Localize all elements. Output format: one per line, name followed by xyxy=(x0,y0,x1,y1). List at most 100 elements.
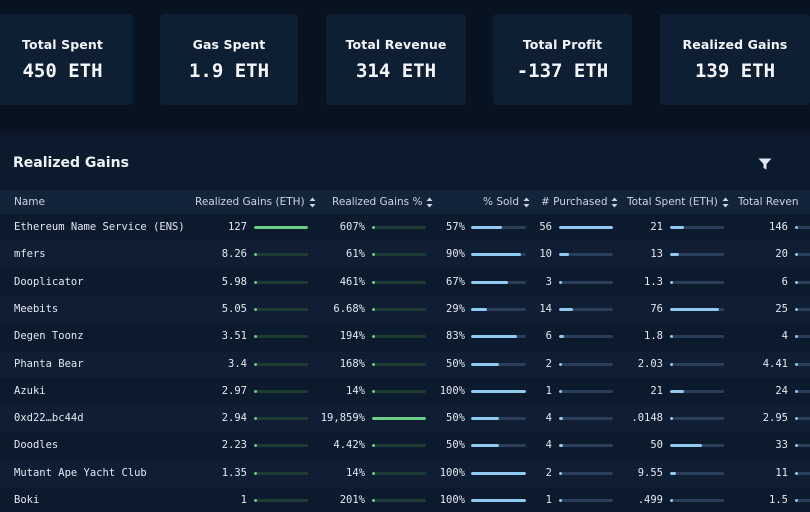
cell-total-revenue: 20 xyxy=(775,248,788,261)
cell-realized-pct: 61% xyxy=(346,248,365,261)
cell-realized-pct: 14% xyxy=(346,384,365,397)
stat-value: -137 ETH xyxy=(516,60,609,82)
cell-name: Dooplicator xyxy=(14,275,84,288)
cell-sold: 83% xyxy=(446,330,465,343)
cell-realized-pct: 168% xyxy=(339,357,365,370)
sold-bar xyxy=(471,417,526,421)
stat-label: Total Profit xyxy=(522,37,603,52)
cell-total-spent: .499 xyxy=(637,494,663,506)
cell-total-spent: .0148 xyxy=(631,412,663,425)
table-row[interactable]: Ethereum Name Service (ENS) 127 607% 57% 56 2… xyxy=(0,214,810,241)
table-row[interactable]: Mutant Ape Yacht Club 1.35 14% 100% 2 9.55 11 xyxy=(0,459,810,487)
realized-pct-bar xyxy=(372,253,426,257)
cell-total-spent: 9.55 xyxy=(637,466,663,479)
table-row[interactable]: Phanta Bear 3.4 168% 50% 2 2.03 4.41 xyxy=(0,350,810,378)
panel-title: Realized Gains xyxy=(13,155,129,171)
stat-value: 450 ETH xyxy=(22,60,103,82)
revenue-bar xyxy=(795,499,810,502)
purchased-bar xyxy=(559,335,613,339)
spent-bar xyxy=(670,471,724,475)
stat-label: Total Spent xyxy=(22,37,103,52)
revenue-bar xyxy=(795,417,810,421)
cell-sold: 100% xyxy=(439,384,465,397)
spent-bar xyxy=(670,499,724,502)
cell-realized-gains: 2.94 xyxy=(221,412,247,425)
cell-name: Ethereum Name Service (ENS) xyxy=(14,221,185,233)
cell-total-revenue: 4 xyxy=(781,330,788,343)
header-realized-gains[interactable]: Realized Gains (ETH) xyxy=(195,196,316,208)
sold-bar xyxy=(471,226,526,229)
sold-bar xyxy=(471,499,526,502)
sold-bar xyxy=(471,307,526,311)
cell-realized-gains: 1.35 xyxy=(221,466,247,479)
stat-label: Gas Spent xyxy=(192,37,266,52)
cell-realized-gains: 3.51 xyxy=(221,330,247,343)
realized-gains-bar xyxy=(254,280,308,284)
cell-purchased: 3 xyxy=(545,275,552,288)
cell-purchased: 2 xyxy=(545,357,552,370)
realized-pct-bar xyxy=(372,362,426,366)
table-row[interactable]: Azuki 2.97 14% 100% 1 21 24 xyxy=(0,378,810,405)
cell-sold: 29% xyxy=(446,302,465,315)
cell-total-revenue: 4.41 xyxy=(762,357,788,370)
header-sold[interactable]: % Sold xyxy=(483,196,530,208)
stat-label: Realized Gains xyxy=(682,37,788,52)
purchased-bar xyxy=(559,307,613,311)
cell-name: Boki xyxy=(14,494,40,506)
table-row[interactable]: 0xd22…bc44d 2.94 19,859% 50% 4 .0148 2.95 xyxy=(0,405,810,433)
realized-pct-bar xyxy=(372,471,426,475)
cell-name: Meebits xyxy=(14,302,59,315)
cell-purchased: 14 xyxy=(539,302,552,315)
revenue-bar xyxy=(795,335,810,339)
realized-gains-bar xyxy=(254,253,308,257)
cell-total-revenue: 6 xyxy=(781,275,788,288)
table-row[interactable]: Meebits 5.05 6.68% 29% 14 76 25 xyxy=(0,295,810,323)
sold-bar xyxy=(471,471,526,475)
spent-bar xyxy=(670,226,724,229)
stat-card-total-revenue: Total Revenue 314 ETH xyxy=(326,14,466,105)
cell-name: Azuki xyxy=(14,384,46,397)
header-purchased[interactable]: # Purchased xyxy=(541,196,618,208)
realized-gains-bar xyxy=(254,444,308,448)
filter-icon[interactable] xyxy=(758,158,772,170)
purchased-bar xyxy=(559,253,613,257)
table-row[interactable]: Dooplicator 5.98 461% 67% 3 1.3 6 xyxy=(0,269,810,296)
table-row[interactable]: Doodles 2.23 4.42% 50% 4 50 33 xyxy=(0,432,810,459)
table-row[interactable]: mfers 8.26 61% 90% 10 13 20 xyxy=(0,241,810,269)
sold-bar xyxy=(471,362,526,366)
cell-name: Phanta Bear xyxy=(14,357,84,370)
cell-purchased: 1 xyxy=(545,494,552,506)
purchased-bar xyxy=(559,389,613,393)
cell-total-revenue: 11 xyxy=(775,466,788,479)
stat-card-total-spent: Total Spent 450 ETH xyxy=(0,14,133,105)
realized-pct-bar xyxy=(372,335,426,339)
sort-icon xyxy=(523,197,530,207)
stat-value: 314 ETH xyxy=(355,60,437,82)
revenue-bar xyxy=(795,471,810,475)
realized-gains-bar xyxy=(254,335,308,339)
cell-purchased: 2 xyxy=(545,466,552,479)
sold-bar xyxy=(471,444,526,448)
revenue-bar xyxy=(795,280,810,284)
cell-realized-pct: 201% xyxy=(339,494,365,506)
table-row[interactable]: Boki 1 201% 100% 1 .499 1.5 xyxy=(0,487,810,512)
cell-total-revenue: 33 xyxy=(775,439,788,452)
cell-total-spent: 2.03 xyxy=(637,357,663,370)
purchased-bar xyxy=(559,444,613,448)
realized-gains-bar xyxy=(254,226,308,229)
cell-realized-gains: 5.98 xyxy=(221,275,247,288)
purchased-bar xyxy=(559,499,613,502)
stat-value: 139 ETH xyxy=(694,60,776,82)
cell-total-revenue: 1.5 xyxy=(769,494,788,506)
header-total-spent[interactable]: Total Spent (ETH) xyxy=(627,196,729,208)
cell-total-revenue: 2.95 xyxy=(762,412,788,425)
table-row[interactable]: Degen Toonz 3.51 194% 83% 6 1.8 4 xyxy=(0,323,810,350)
sold-bar xyxy=(471,253,526,257)
header-name[interactable]: Name xyxy=(14,196,45,208)
header-total-revenue[interactable]: Total Reven xyxy=(738,196,799,208)
header-realized-pct[interactable]: Realized Gains % xyxy=(332,196,433,208)
cell-purchased: 10 xyxy=(539,248,552,261)
cell-name: Degen Toonz xyxy=(14,330,84,343)
stat-card-gas-spent: Gas Spent 1.9 ETH xyxy=(160,14,298,105)
sold-bar xyxy=(471,389,526,393)
